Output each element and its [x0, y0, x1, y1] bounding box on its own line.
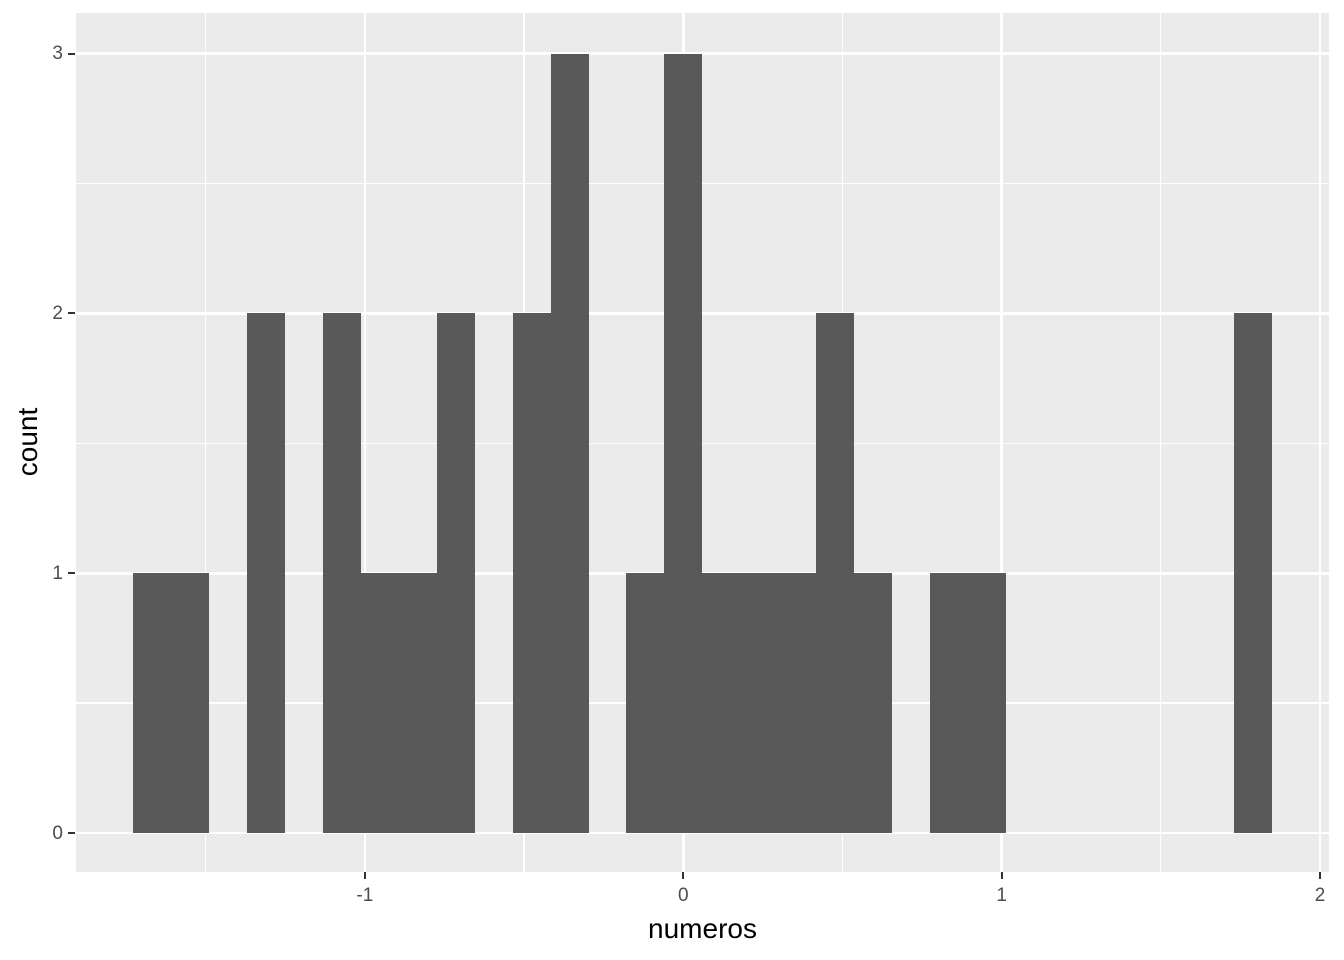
- histogram-bar: [360, 573, 399, 834]
- major-gridline-y: [76, 312, 1329, 315]
- histogram-bar: [246, 313, 285, 834]
- histogram-bar: [740, 573, 779, 834]
- histogram-bar: [854, 573, 893, 834]
- histogram-bar: [1233, 313, 1272, 834]
- y-tick-mark: [68, 312, 75, 315]
- histogram-bar: [436, 313, 475, 834]
- histogram-bar: [664, 53, 703, 834]
- y-tick-label: 2: [52, 302, 63, 324]
- y-tick-label: 1: [52, 562, 63, 584]
- histogram-bar: [626, 573, 665, 834]
- histogram-bar: [550, 53, 589, 834]
- x-tick-mark: [1319, 872, 1322, 879]
- histogram-bar: [816, 313, 855, 834]
- major-gridline-x: [363, 13, 367, 872]
- plot-panel: [76, 13, 1329, 872]
- minor-gridline-y: [76, 182, 1329, 185]
- histogram-bar: [398, 573, 437, 834]
- y-tick-label: 0: [52, 822, 63, 844]
- minor-gridline-y: [76, 442, 1329, 444]
- major-gridline-x: [1318, 13, 1322, 872]
- histogram-bar: [930, 573, 969, 834]
- minor-gridline-x: [205, 13, 207, 872]
- y-tick-label: 3: [52, 43, 63, 65]
- x-tick-label: 0: [677, 885, 689, 906]
- major-gridline-y: [76, 831, 1329, 835]
- major-gridline-x: [1000, 13, 1003, 872]
- histogram-bar: [702, 573, 741, 834]
- y-tick-mark: [68, 572, 75, 575]
- histogram-bar: [132, 573, 171, 834]
- y-axis-title: count: [12, 407, 43, 477]
- x-tick-label: -1: [356, 885, 374, 906]
- histogram-bar: [512, 313, 551, 834]
- histogram-bar: [170, 573, 209, 834]
- x-tick-label: 2: [1314, 885, 1326, 906]
- y-tick-mark: [68, 52, 75, 55]
- x-tick-mark: [1000, 872, 1003, 879]
- x-tick-mark: [363, 872, 366, 879]
- histogram-bar: [778, 573, 817, 834]
- minor-gridline-x: [1160, 13, 1162, 872]
- x-tick-mark: [682, 872, 685, 879]
- major-gridline-y: [76, 52, 1329, 55]
- x-axis-title: numeros: [648, 913, 757, 944]
- x-tick-label: 1: [996, 885, 1007, 906]
- histogram-bar: [322, 313, 361, 834]
- histogram-bar: [968, 573, 1007, 834]
- y-tick-mark: [68, 832, 75, 835]
